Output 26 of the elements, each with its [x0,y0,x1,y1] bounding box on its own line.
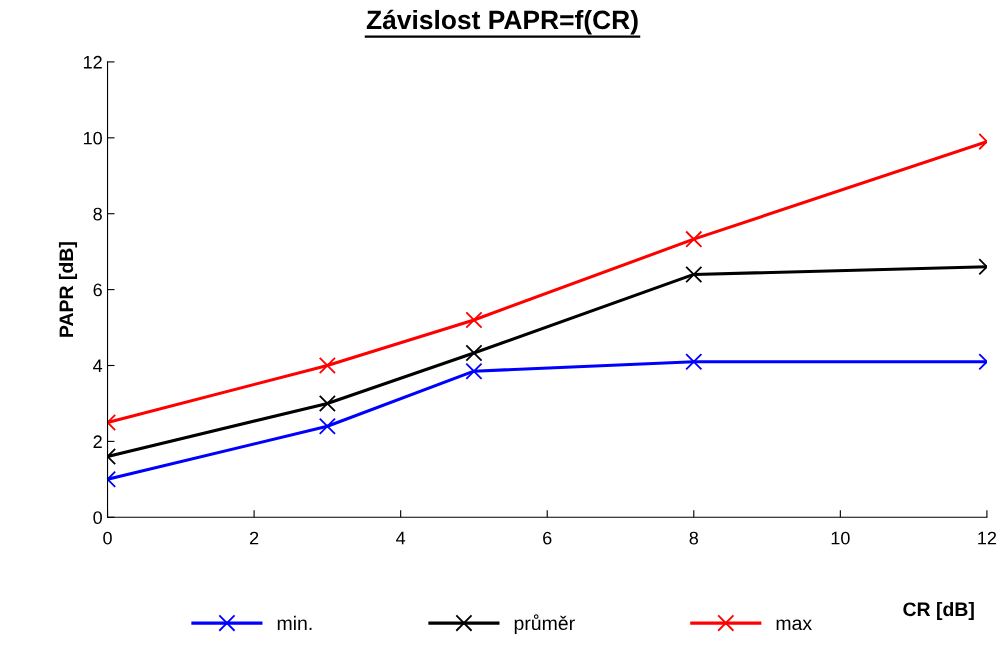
x-tick-label: 6 [543,531,552,545]
legend-label: průměr [514,614,575,634]
point [685,353,703,371]
point [465,311,483,329]
chart-title: Závislost PAPR=f(CR) [366,9,638,35]
point [465,362,483,380]
x-tick-label: 2 [249,531,259,545]
y-tick-label: 12 [83,55,102,69]
y-tick-label: 8 [93,207,102,221]
y-tick-label: 2 [93,435,102,448]
y-axis-title: PAPR [dB] [58,242,78,337]
x-tick-label: 10 [831,531,850,545]
x-tick-label: 0 [103,531,112,545]
legend-label: min. [277,615,312,630]
y-tick-label: 4 [93,359,103,373]
point [685,265,703,283]
legend-label: max [776,619,812,631]
x-tick-label: 12 [978,531,997,545]
y-tick-label: 0 [93,511,102,525]
point [465,344,483,362]
x-axis-title: CR [dB] [903,601,974,621]
x-tick-label: 4 [396,531,406,545]
y-tick-label: 10 [83,131,102,145]
y-tick-label: 6 [93,283,102,297]
point [685,230,703,248]
x-tick-label: 8 [689,531,699,545]
